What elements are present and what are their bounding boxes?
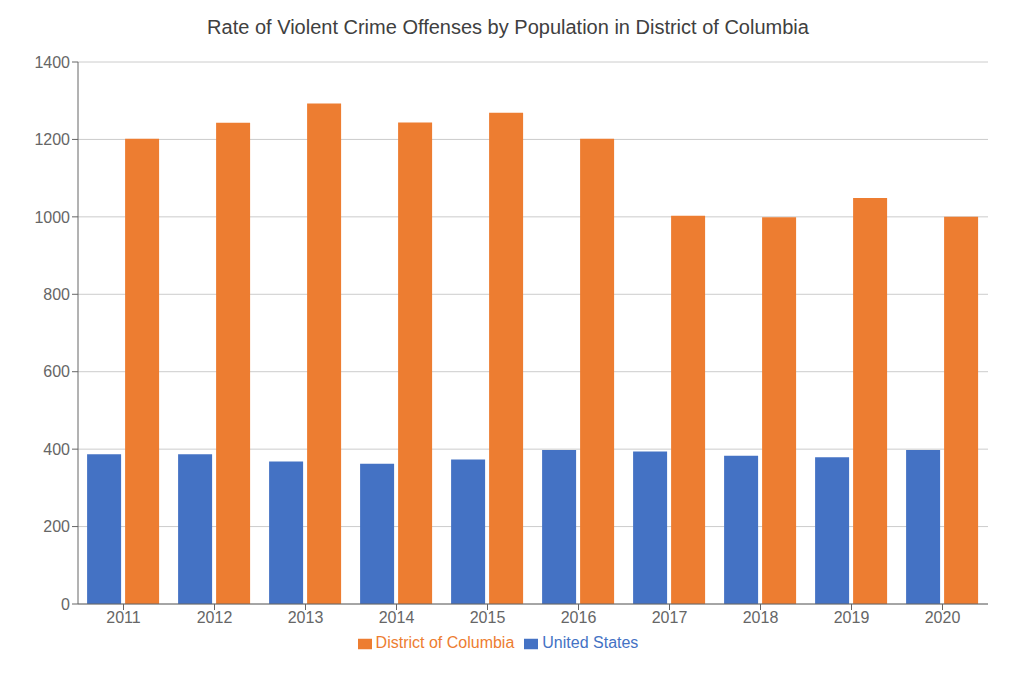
- svg-text:2012: 2012: [197, 609, 233, 626]
- svg-text:1400: 1400: [34, 54, 70, 71]
- svg-text:800: 800: [43, 286, 70, 303]
- svg-text:200: 200: [43, 518, 70, 535]
- svg-text:1000: 1000: [34, 209, 70, 226]
- svg-text:0: 0: [61, 596, 70, 613]
- html-text:District of Columbia: District of Columbia: [375, 634, 515, 651]
- svg-text:2015: 2015: [470, 609, 506, 626]
- svg-text:2020: 2020: [925, 609, 961, 626]
- svg-text:1200: 1200: [34, 131, 70, 148]
- svg-text:400: 400: [43, 441, 70, 458]
- html-text:United States: United States: [542, 634, 639, 651]
- svg-text:2014: 2014: [379, 609, 415, 626]
- svg-text:2011: 2011: [106, 609, 141, 626]
- svg-text:2017: 2017: [652, 609, 688, 626]
- svg-text:2018: 2018: [743, 609, 779, 626]
- svg-text:2019: 2019: [834, 609, 870, 626]
- svg-text:600: 600: [43, 363, 70, 380]
- html-text:Rate of Violent Crime Offenses: Rate of Violent Crime Offenses by Popula…: [207, 16, 809, 38]
- svg-text:2013: 2013: [288, 609, 324, 626]
- svg-text:2016: 2016: [561, 609, 597, 626]
